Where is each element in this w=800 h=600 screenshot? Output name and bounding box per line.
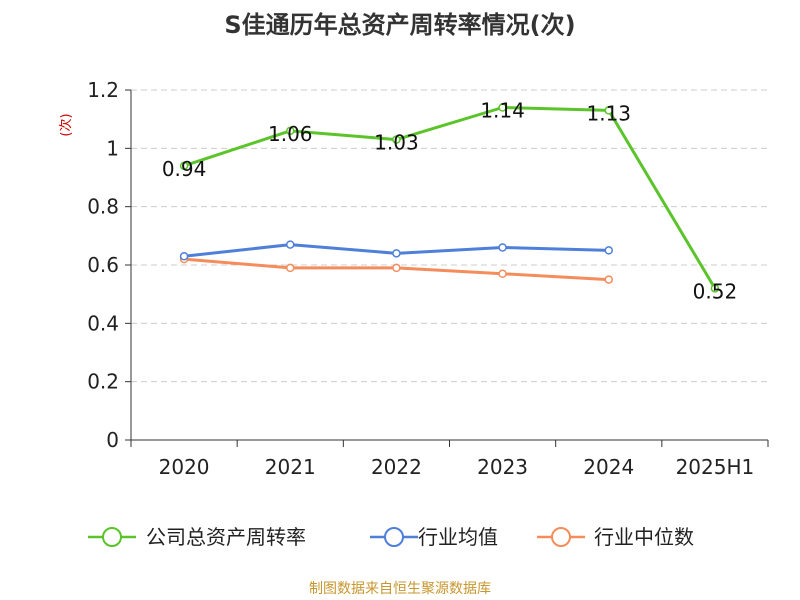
series-point-0	[710, 284, 720, 293]
y-tick-label: 0.8	[87, 195, 119, 219]
y-tick-label: 0.6	[87, 253, 119, 277]
y-tick-label: 1	[106, 136, 119, 160]
series-line-0	[183, 106, 717, 290]
grid-layer	[131, 89, 768, 383]
y-tick-label: 0.2	[87, 370, 119, 394]
series-point-2	[286, 263, 295, 273]
series-point-1	[179, 252, 189, 261]
legend-marker-1	[384, 527, 404, 547]
y-tick-label: 0.4	[87, 311, 119, 335]
legend: 公司总资产周转率 行业均值 行业中位数	[88, 525, 694, 549]
x-tick-label: 2024	[583, 455, 634, 479]
y-axis-label: (次)	[58, 113, 74, 136]
label-layer: 0.94 1.06 1.03 1.14 1.13 0.52	[162, 99, 737, 304]
y-tick-label: 0	[106, 428, 119, 452]
series-layer	[179, 103, 720, 293]
series-point-0	[179, 161, 189, 171]
data-label: 1.14	[480, 99, 525, 123]
chart-title: S佳通历年总资产周转率情况(次)	[224, 11, 575, 39]
series-point-0	[498, 103, 507, 112]
data-label: 1.06	[268, 122, 313, 146]
x-tick-label: 2021	[265, 455, 316, 479]
series-point-1	[604, 246, 613, 255]
x-tick-label: 2020	[159, 455, 210, 479]
series-point-0	[392, 135, 401, 144]
legend-label-2: 行业中位数	[594, 525, 694, 549]
x-tick-label: 2025H1	[676, 455, 755, 479]
series-point-1	[286, 240, 295, 249]
legend-marker-0	[102, 527, 122, 547]
data-label: 1.03	[374, 131, 419, 155]
legend-label-0: 公司总资产周转率	[146, 525, 306, 549]
series-point-1	[392, 249, 401, 258]
data-label: 1.13	[586, 101, 631, 125]
y-tick-label: 1.2	[87, 78, 119, 102]
axis-layer: 0 0.2 0.4 0.6 0.8 1 1.2 2020 2021 2022 2023 2024 202…	[87, 78, 769, 479]
legend-marker-2	[551, 527, 571, 547]
series-point-2	[604, 275, 613, 284]
series-point-2	[392, 263, 401, 273]
data-label: 0.52	[693, 279, 738, 303]
x-tick-label: 2022	[371, 455, 422, 479]
series-point-2	[498, 269, 507, 278]
data-source-note: 制图数据来自恒生聚源数据库	[309, 581, 491, 597]
data-label: 0.94	[162, 157, 207, 181]
series-point-1	[498, 243, 507, 252]
x-tick-label: 2023	[477, 455, 528, 479]
series-point-0	[604, 106, 613, 115]
legend-label-1: 行业均值	[418, 525, 498, 549]
series-point-0	[286, 126, 295, 136]
